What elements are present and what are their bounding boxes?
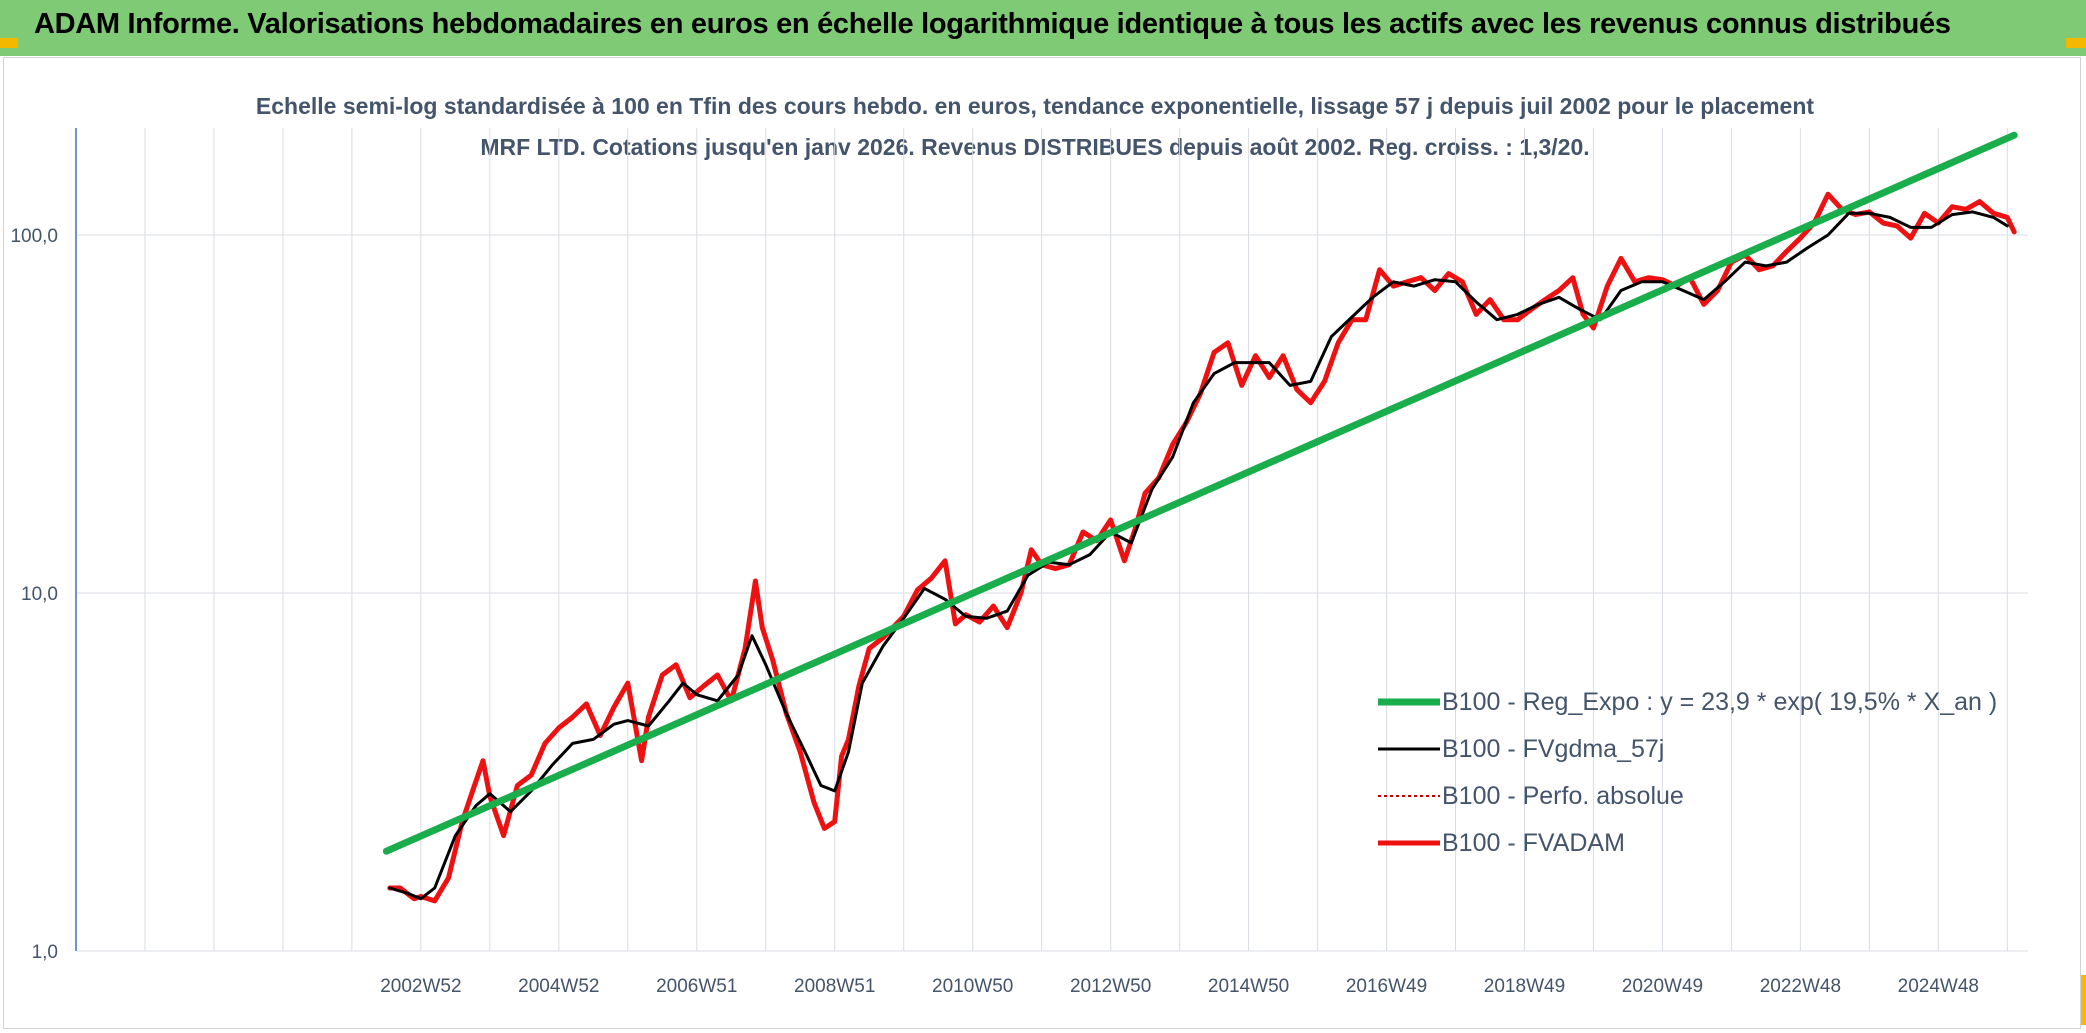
page-title: ADAM Informe. Valorisations hebdomadaire…: [34, 8, 1951, 40]
x-tick-label: 2008W51: [794, 976, 875, 997]
legend-label: B100 - FVADAM: [1442, 829, 1625, 857]
corner-marker-bottom-right: [2080, 975, 2086, 1025]
y-tick-label: 100,0: [10, 226, 58, 247]
legend-label: B100 - Reg_Expo : y = 23,9 * exp( 19,5% …: [1442, 688, 1997, 716]
x-tick-label: 2010W50: [932, 976, 1013, 997]
x-tick-label: 2020W49: [1622, 976, 1703, 997]
y-tick-label: 1,0: [32, 942, 58, 963]
series-line-fvadam: [387, 191, 2017, 904]
chart-frame: [3, 57, 2081, 1029]
legend-label: B100 - FVgdma_57j: [1442, 735, 1664, 763]
corner-marker-left: [0, 38, 18, 48]
x-tick-label: 2018W49: [1484, 976, 1565, 997]
x-tick-label: 2002W52: [380, 976, 461, 997]
corner-marker-right: [2066, 38, 2086, 48]
x-tick-label: 2012W50: [1070, 976, 1151, 997]
legend-label: B100 - Perfo. absolue: [1442, 782, 1684, 810]
x-tick-label: 2004W52: [518, 976, 599, 997]
x-tick-label: 2006W51: [656, 976, 737, 997]
y-tick-label: 10,0: [21, 584, 58, 605]
x-tick-label: 2014W50: [1208, 976, 1289, 997]
x-tick-label: 2022W48: [1760, 976, 1841, 997]
series-line-smoothed: [388, 210, 2009, 901]
series-line-regression: [382, 131, 2018, 855]
x-tick-label: 2016W49: [1346, 976, 1427, 997]
x-tick-label: 2024W48: [1898, 976, 1979, 997]
chart-title: Echelle semi-log standardisée à 100 en T…: [255, 93, 1815, 160]
header-banner: ADAM Informe. Valorisations hebdomadaire…: [0, 0, 2086, 56]
